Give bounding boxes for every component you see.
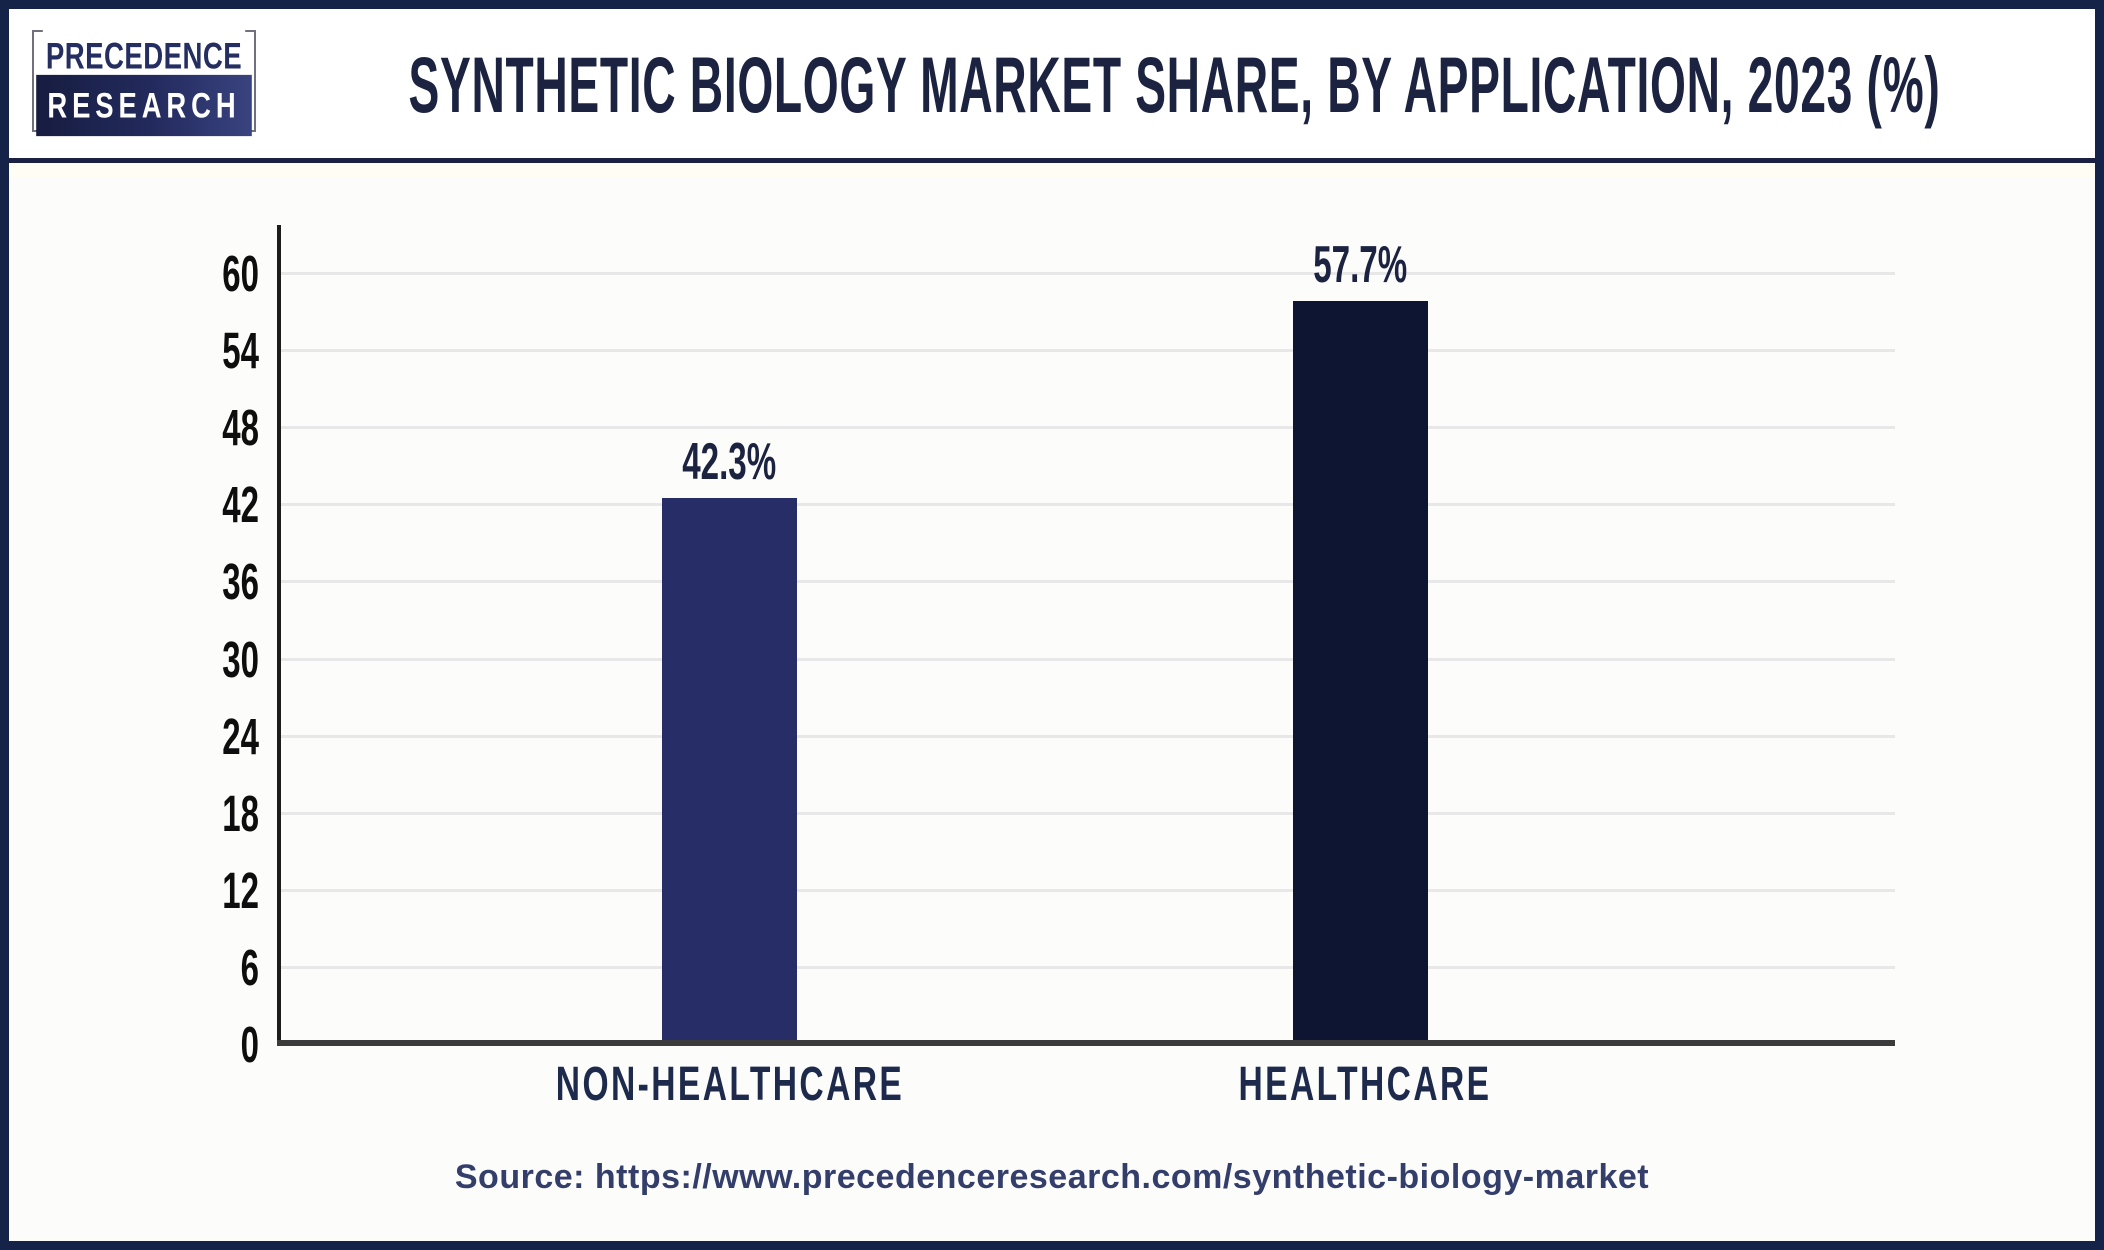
gridline [281, 349, 1895, 353]
gridline [281, 965, 1895, 969]
y-tick-label: 30 [222, 631, 259, 689]
y-tick-label: 36 [222, 554, 259, 612]
category-label-healthcare: HEALTHCARE [1238, 1056, 1492, 1111]
gridline [281, 734, 1895, 738]
bar-value-label: 42.3% [682, 432, 777, 491]
bar-value-label: 57.7% [1313, 234, 1408, 293]
chart-title-text: SYNTHETIC BIOLOGY MARKET SHARE, BY APPLI… [408, 41, 1940, 129]
y-tick-label: 12 [222, 863, 259, 920]
gridline [281, 657, 1895, 661]
y-tick-label: 24 [222, 708, 259, 766]
y-axis-line [277, 225, 281, 1046]
precedence-research-logo: PRECEDENCE RESEARCH [32, 25, 256, 137]
y-tick-label: 42 [222, 477, 259, 534]
header-separator [9, 158, 2095, 163]
category-label-non-healthcare: NON-HEALTHCARE [555, 1056, 905, 1111]
bar-non-healthcare: 42.3% [662, 433, 797, 1042]
x-axis-line [277, 1040, 1895, 1046]
y-tick-label: 0 [240, 1017, 259, 1074]
y-tick-label: 6 [240, 940, 259, 997]
y-tick-label: 48 [222, 400, 259, 457]
source-text: Source: https://www.precedenceresearch.c… [454, 1158, 1650, 1196]
logo-bottom-text: RESEARCH [36, 74, 252, 137]
gridline [281, 272, 1895, 275]
gridline [281, 503, 1895, 507]
header-separator-tint [9, 163, 2095, 177]
y-tick-label: 60 [222, 246, 259, 303]
plot-area: 0 6 12 18 24 30 36 42 48 54 60 42.3% 57.7% [222, 225, 1895, 1071]
y-tick-label: 18 [222, 785, 259, 843]
chart-title: SYNTHETIC BIOLOGY MARKET SHARE, BY APPLI… [256, 24, 2092, 146]
y-tick-label: 54 [222, 323, 259, 380]
bar-healthcare: 57.7% [1293, 236, 1428, 1042]
gridline [281, 426, 1895, 430]
header [9, 9, 2095, 158]
category-axis: NON-HEALTHCARE HEALTHCARE [0, 1056, 2104, 1118]
gridline [281, 580, 1895, 584]
gridline [281, 888, 1895, 892]
gridline [281, 811, 1895, 815]
